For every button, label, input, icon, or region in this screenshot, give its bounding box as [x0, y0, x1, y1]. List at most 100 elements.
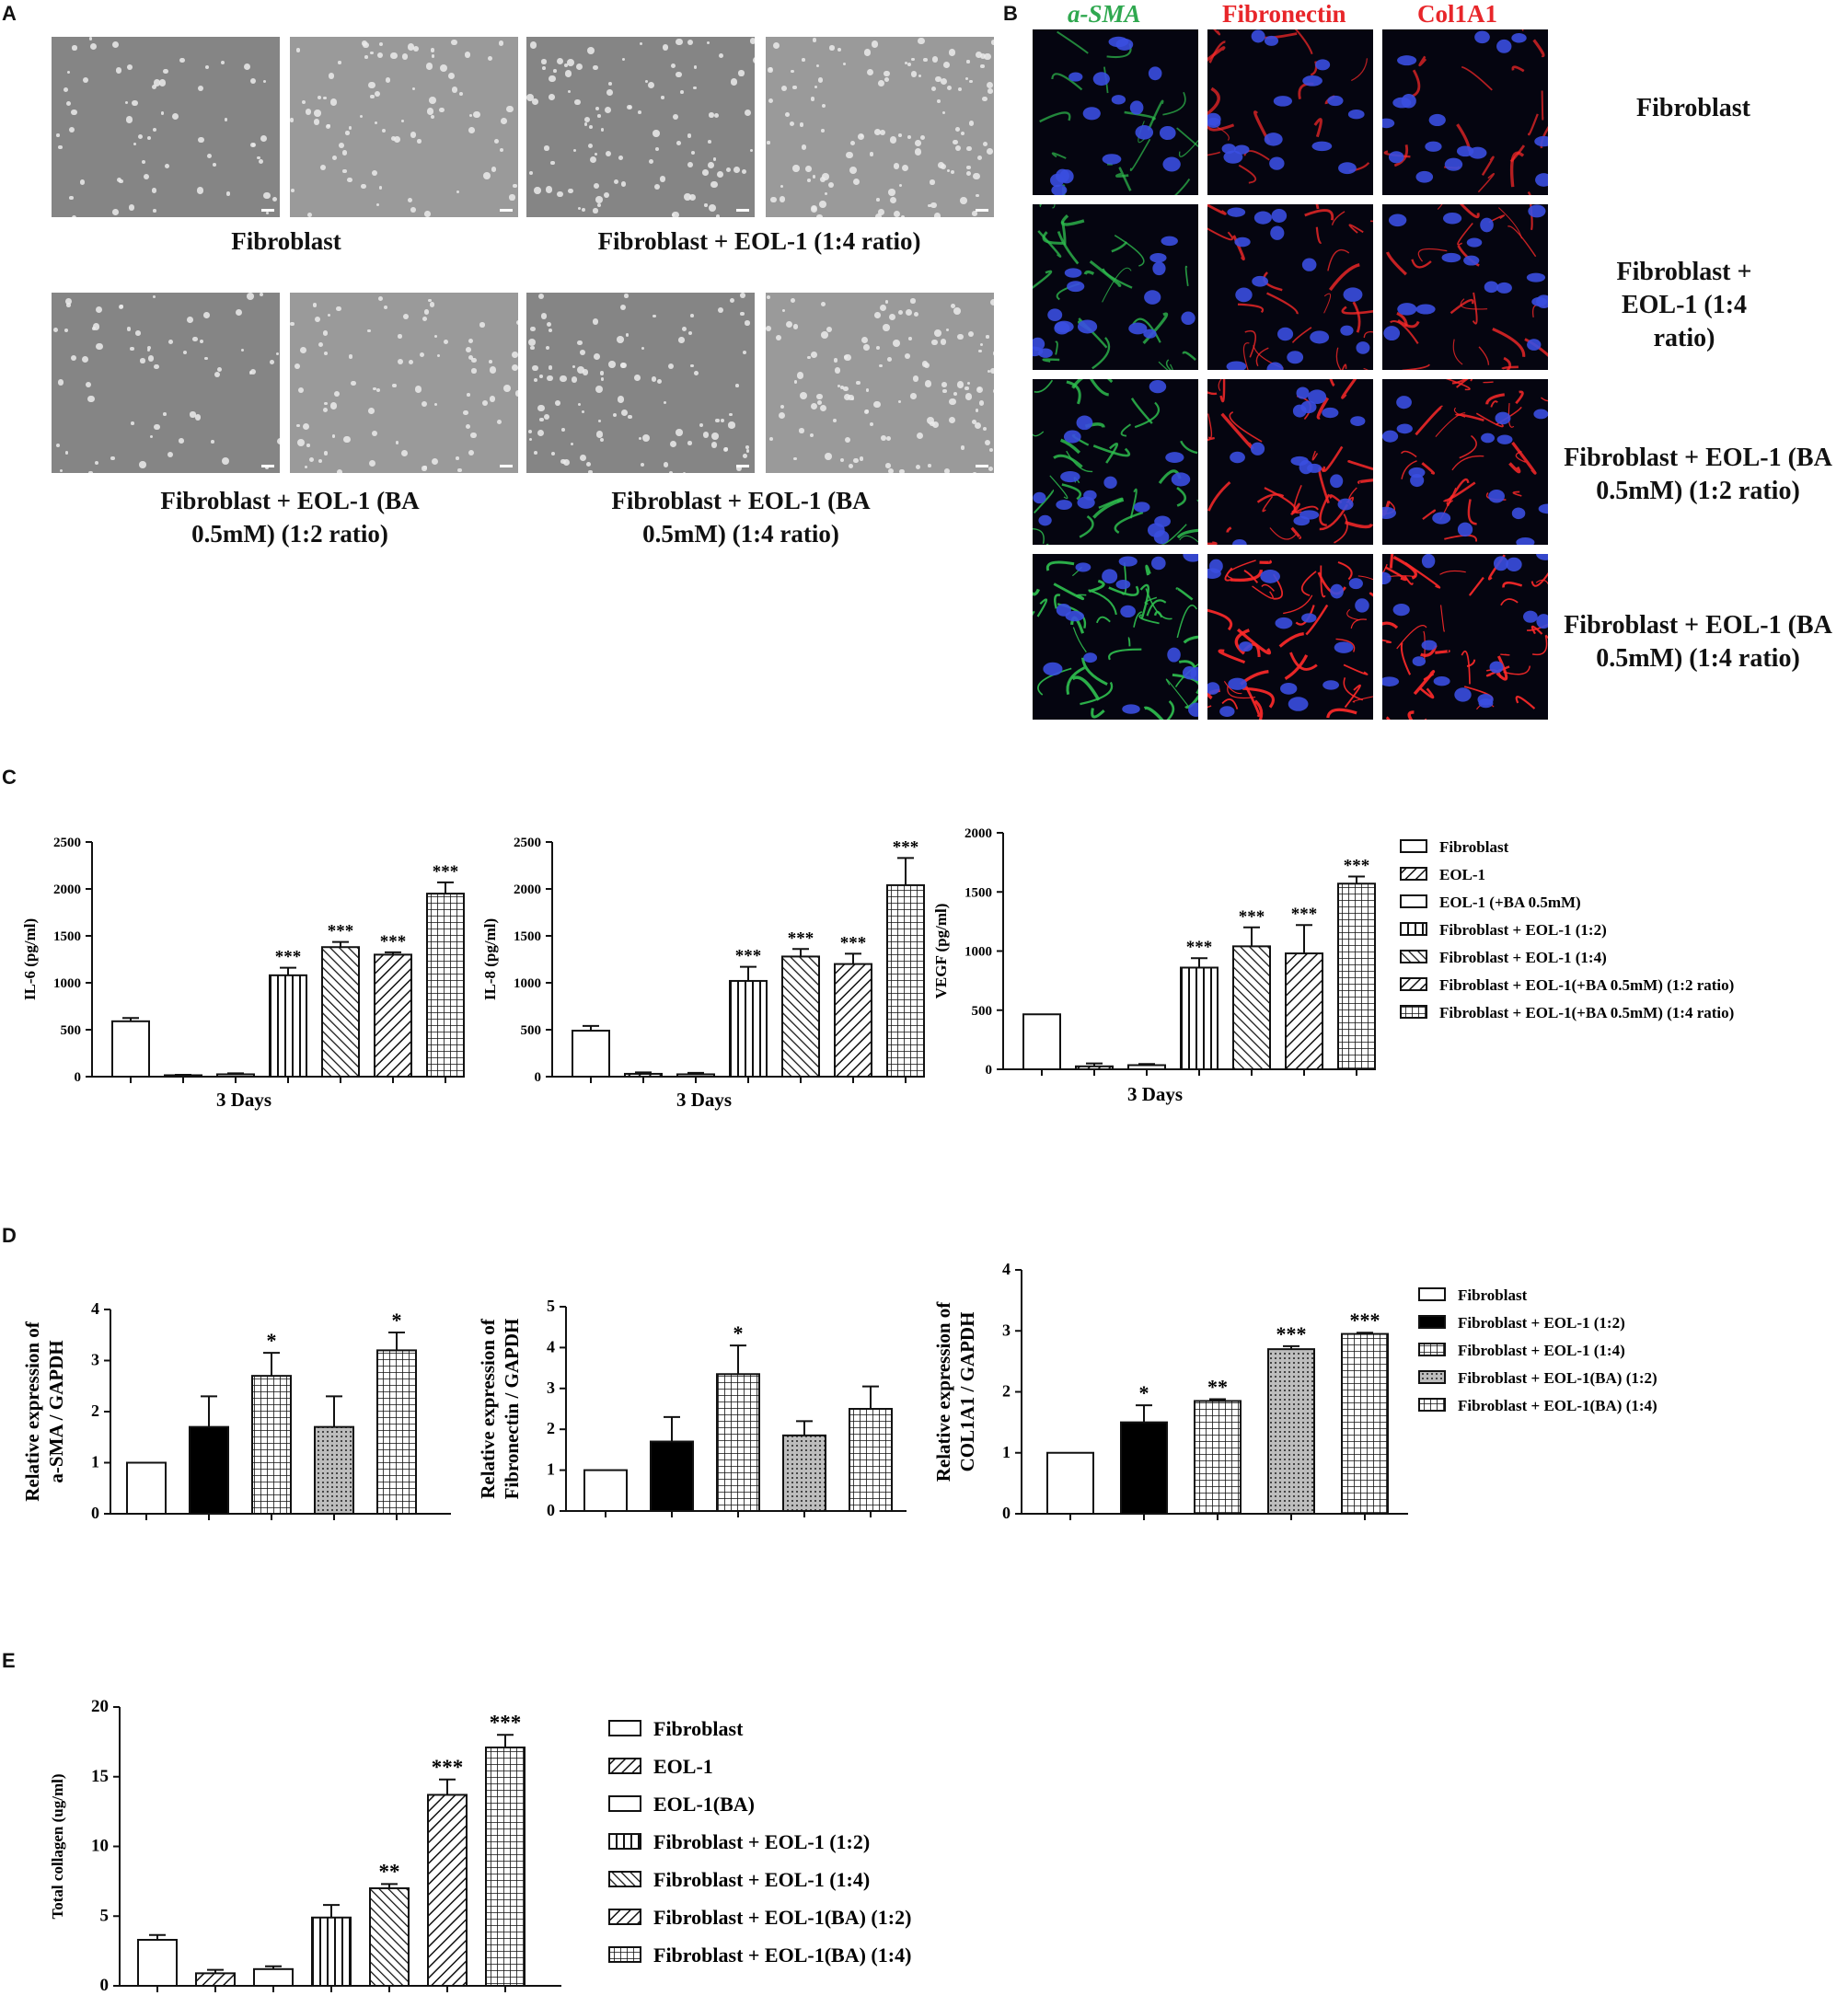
if-tile [1382, 554, 1548, 720]
micrograph-tile [52, 293, 280, 473]
legend-label: EOL-1 [653, 1755, 713, 1778]
bar [676, 1073, 715, 1078]
bar [376, 1349, 417, 1516]
y-tick-label: 15 [91, 1767, 109, 1786]
chart-il8: 0 500 1000 1500 2000 2500 IL-8 (pg/ml) *** *** **… [481, 836, 925, 1111]
y-tick-label: 4 [547, 1337, 555, 1355]
panel-a-caption-1: Fibroblast [231, 227, 341, 255]
legend-label: Fibroblast + EOL-1(BA) (1:4) [653, 1944, 911, 1967]
legend-swatch [1400, 867, 1427, 881]
micrograph-tile [766, 37, 994, 217]
bar [321, 946, 360, 1078]
chart-fibronectin-expression: 0 1 2 3 4 5 Relative expression ofFibronectin … [477, 1297, 907, 1519]
y-tick-label: 3 [91, 1351, 99, 1369]
bar [1341, 1332, 1389, 1515]
y-tick-label: 500 [521, 1023, 542, 1038]
y-tick-label: 1 [91, 1453, 99, 1471]
bar [251, 1375, 292, 1516]
micrograph-tile [290, 37, 518, 217]
y-tick-label: 10 [91, 1837, 109, 1856]
legend-swatch [1400, 950, 1427, 963]
bar [1127, 1064, 1166, 1071]
panel-label-b: B [1003, 2, 1018, 25]
significance-label: *** [1350, 1309, 1380, 1332]
y-tick-label: 5 [547, 1297, 555, 1315]
y-tick-label: 3 [547, 1378, 555, 1397]
y-tick-label: 1000 [964, 945, 992, 960]
legend-label: Fibroblast + EOL-1(BA) (1:2) [1458, 1369, 1657, 1387]
y-tick-label: 1500 [53, 929, 81, 944]
legend-label: Fibroblast + EOL-1(+BA 0.5mM) (1:2 ratio… [1439, 976, 1734, 994]
y-tick-label: 2 [1002, 1382, 1011, 1401]
chart-asma-expression: 0 1 2 3 4 Relative expression ofa-SMA / GAPDH… [21, 1299, 451, 1522]
bar [1075, 1065, 1114, 1071]
bar [1194, 1400, 1242, 1515]
significance-label: *** [432, 1756, 464, 1779]
if-tile [1207, 29, 1373, 195]
significance-label: *** [490, 1711, 522, 1734]
legend-swatch [1418, 1287, 1446, 1301]
bar [834, 963, 872, 1078]
legend-label: Fibroblast + EOL-1 (1:2) [653, 1830, 870, 1853]
legend-panel-d: Fibroblast Fibroblast + EOL-1 (1:2) Fibrob… [1418, 1286, 1657, 1414]
bar [111, 1020, 150, 1078]
significance-label: *** [893, 837, 919, 857]
significance-label: *** [788, 929, 814, 948]
panel-a-caption-4: Fibroblast + EOL-1 (BA 0.5mM) (1:4 ratio… [611, 487, 871, 548]
legend-label: Fibroblast + EOL-1 (1:4) [1458, 1342, 1625, 1359]
legend-label: Fibroblast + EOL-1 (1:2) [1439, 921, 1607, 939]
legend-label: Fibroblast + EOL-1 (1:2) [1458, 1314, 1625, 1332]
panel-b-row-1: Fibroblast [1636, 94, 1750, 122]
y-tick-label: 2000 [964, 826, 992, 841]
legend-swatch [1418, 1398, 1446, 1412]
bar [1120, 1421, 1168, 1515]
y-tick-label: 0 [75, 1070, 82, 1085]
legend-label: Fibroblast + EOL-1 (1:4) [653, 1868, 870, 1891]
if-tile [1382, 204, 1548, 370]
significance-label: *** [1276, 1322, 1307, 1345]
bar [583, 1469, 628, 1513]
panel-a-caption-2: Fibroblast + EOL-1 (1:4 ratio) [597, 227, 921, 255]
legend-swatch [608, 1833, 641, 1850]
legend-label: Fibroblast + EOL-1(BA) (1:4) [1458, 1397, 1657, 1414]
legend-label: Fibroblast + EOL-1 (1:4) [1439, 949, 1607, 966]
y-tick-label: 2500 [514, 836, 541, 850]
legend-swatch [608, 1720, 641, 1736]
legend-swatch [608, 1871, 641, 1887]
y-tick-label: 0 [986, 1063, 993, 1078]
legend-swatch [608, 1909, 641, 1925]
legend-swatch [1418, 1315, 1446, 1329]
significance-label: *** [433, 862, 459, 882]
legend-swatch [1400, 977, 1427, 991]
significance-label: * [392, 1309, 402, 1332]
y-tick-label: 0 [535, 1070, 542, 1085]
y-tick-label: 20 [91, 1697, 109, 1716]
micrograph-tile [52, 37, 280, 217]
y-tick-label: 1500 [514, 929, 541, 944]
legend-label: Fibroblast [1458, 1286, 1528, 1304]
legend-label: Fibroblast + EOL-1(+BA 0.5mM) (1:4 ratio… [1439, 1004, 1734, 1021]
y-tick-label: 500 [61, 1023, 82, 1038]
legend-label: Fibroblast + EOL-1(BA) (1:2) [653, 1906, 911, 1929]
legend-swatch [608, 1758, 641, 1774]
y-tick-label: 2000 [514, 882, 541, 897]
significance-label: *** [840, 933, 867, 952]
y-axis-label: IL-6 (pg/ml) [21, 918, 39, 1000]
if-tile [1033, 204, 1198, 370]
y-axis-label: Relative expression ofCOL1A1 / GAPDH [932, 1301, 978, 1482]
y-tick-label: 4 [1002, 1261, 1011, 1278]
if-tile [1207, 554, 1373, 720]
bar [485, 1746, 526, 1988]
significance-label: *** [1186, 938, 1213, 957]
panel-a-caption-3: Fibroblast + EOL-1 (BA 0.5mM) (1:2 ratio… [160, 487, 420, 548]
bar [253, 1967, 294, 1988]
legend-swatch [1400, 894, 1427, 908]
y-tick-label: 1 [1002, 1443, 1011, 1461]
bar [650, 1440, 694, 1513]
significance-label: ** [1207, 1375, 1228, 1398]
significance-label: *** [275, 948, 302, 967]
significance-label: * [733, 1321, 744, 1344]
x-axis-label: 3 Days [216, 1089, 271, 1111]
panel-label-d: D [2, 1224, 17, 1247]
